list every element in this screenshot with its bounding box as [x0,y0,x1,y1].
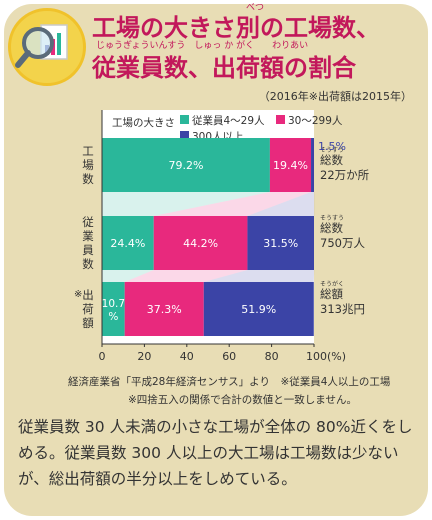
summary-text: 従業員数 30 人未満の小さな工場が全体の 80%近くをしめる。従業員数 300… [18,418,413,488]
data-label-outside: 1.5% [318,140,346,153]
category-mark: ※ [74,289,82,300]
x-tick-label: 80 [265,350,279,363]
connector-band [102,270,154,282]
category-label: 数 [82,172,94,186]
connector-band [102,192,270,216]
x-tick-label: 20 [137,350,151,363]
data-label-unit: % [108,311,118,323]
source-note: 経済産業省「平成28年経済センサス」より ※従業員4人以上の工場 [68,376,391,388]
total-label: 総額 [320,287,343,301]
total-label: 総数 [320,153,343,167]
bar-segment [247,216,314,270]
data-label: 51.9% [241,303,276,316]
title-ruby-line2: じゅうぎょういんすう しゅっ か がく わりあい [96,41,309,51]
total-value: 313兆円 [320,302,365,316]
magnifier-report-icon [8,8,86,86]
total-value: 750万人 [320,236,365,250]
title-ruby: べつ [246,3,265,13]
x-tick-label: 0 [99,350,106,363]
data-label: 31.5% [263,237,298,250]
category-label: 従 [82,215,94,229]
bar-segment [203,282,314,336]
data-label: 10.7 [102,298,125,310]
category-label: 場 [82,158,94,172]
legend-title: 工場の大きさ [112,116,175,129]
page-title: 工場の大きさ別の工場数、 [92,14,380,42]
legend-item: 30〜299人 [288,115,343,127]
bar-segment [269,138,312,192]
category-label: 荷 [82,302,94,316]
category-label: 数 [82,257,94,271]
x-tick-label: 40 [180,350,194,363]
x-tick-label: 60 [222,350,236,363]
x-tick-label: 100(%) [306,350,346,363]
page-subtitle: 従業員数、出荷額の割合 [92,54,356,82]
connector-band [247,192,315,216]
legend-item: 従業員4〜29人 [192,114,265,127]
total-ruby: そうがく [320,280,344,288]
year-note: （2016年※出荷額は2015年） [258,90,412,103]
data-label: 44.2% [183,237,218,250]
bar-segment [311,138,314,192]
rounding-note: ※四捨五入の関係で合計の数値と一致しません。 [128,394,357,406]
bar-segment [102,138,270,192]
bar-segment [102,282,125,336]
total-label: 総数 [320,221,343,235]
bar-segment [102,216,154,270]
total-ruby: そうすう [320,215,344,222]
category-label: 工 [82,144,94,158]
category-label: 額 [82,316,94,330]
legend-swatch [180,115,189,124]
connector-band [124,270,248,282]
data-label: 79.2% [168,159,203,172]
legend-swatch [180,131,189,140]
category-label: 員 [82,243,94,257]
category-label: 業 [82,229,94,243]
connector-band [153,192,312,216]
data-label: 24.4% [110,237,145,250]
data-label: 19.4% [273,159,308,172]
category-label: 出 [82,288,94,302]
legend-swatch [276,115,285,124]
bar-segment [124,282,204,336]
connector-band [203,270,315,282]
bar-segment [153,216,248,270]
data-label: 37.3% [147,303,182,316]
total-ruby: そうすう [320,147,344,154]
total-value: 22万か所 [320,168,370,182]
